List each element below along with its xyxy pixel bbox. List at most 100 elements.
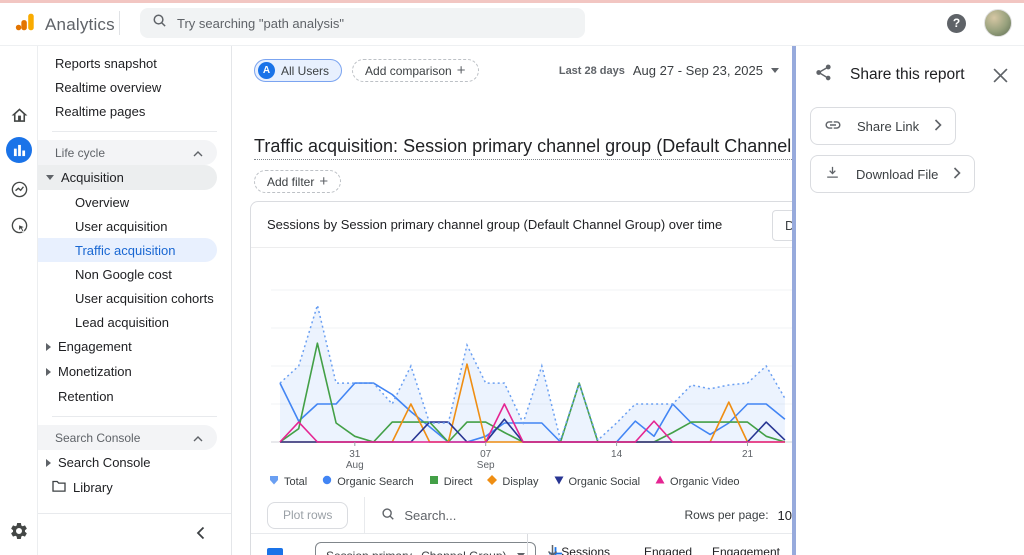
table-search-placeholder: Search... [404,507,457,523]
sidebar-item-traffic-acquisition[interactable]: Traffic acquisition [38,238,217,262]
caret-down-icon [46,175,54,180]
sidebar-item-monetization[interactable]: Monetization [38,359,231,384]
all-users-chip[interactable]: A All Users [254,59,343,82]
link-icon [824,116,842,137]
sidebar-item-non-google-cost[interactable]: Non Google cost [38,262,231,286]
caret-right-icon [46,367,51,376]
advertising-icon[interactable] [8,214,30,236]
sidebar-item-label: Overview [75,194,130,210]
sidebar-item-life-cycle[interactable]: Life cycle [38,140,217,165]
svg-text:31: 31 [349,449,361,460]
sidebar-item-retention[interactable]: Retention [38,384,231,408]
sidebar-footer [38,513,231,555]
report-main: A All Users Add comparison + Last 28 day… [232,46,795,555]
sidebar-item-label: Lead acquisition [75,314,169,330]
sidebar-item-label: Acquisition [61,170,124,185]
home-icon[interactable] [8,104,30,126]
legend-item-organic-video[interactable]: Organic Video [655,475,740,488]
close-icon[interactable] [993,67,1008,83]
rows-per-page-value: 10 [777,507,792,523]
sidebar-item-reports-snapshot[interactable]: Reports snapshot [38,51,231,75]
triangle-up-icon [655,475,665,488]
column-header-label: Sessions [561,545,610,555]
legend-item-organic-social[interactable]: Organic Social [554,475,640,488]
segment-avatar: A [258,62,275,79]
sidebar-item-acquisition[interactable]: Acquisition [38,165,217,190]
select-all-checkbox[interactable] [267,547,283,555]
rows-per-page-label: Rows per page: [684,508,769,522]
sidebar-item-library[interactable]: Library [38,475,231,500]
chevron-up-icon [193,146,203,160]
sidebar-item-search-console[interactable]: Search Console [38,425,217,450]
circle-icon [322,475,332,488]
plot-rows-button[interactable]: Plot rows [267,501,349,529]
search-icon [381,507,395,524]
svg-text:07: 07 [480,449,492,460]
plus-icon: + [319,173,329,190]
scrollbar[interactable] [792,46,796,555]
column-header-engagement-rate[interactable]: Engagement rate [692,544,780,555]
sidebar-item-search-console[interactable]: Search Console [38,450,231,475]
all-users-label: All Users [281,63,330,78]
legend-item-direct[interactable]: Direct [429,475,472,488]
share-icon [814,63,833,87]
caret-right-icon [46,342,51,351]
sidebar-item-label: Library [73,480,113,495]
sidebar-item-label: Non Google cost [75,266,172,282]
svg-text:21: 21 [742,449,754,460]
column-header-sessions[interactable]: Sessions [528,544,610,555]
sidebar-item-engagement[interactable]: Engagement [38,334,231,359]
add-filter-button[interactable]: Add filter + [254,170,342,193]
user-avatar[interactable] [984,9,1012,37]
chevron-up-icon [193,431,203,445]
legend-item-total[interactable]: Total [269,475,307,488]
global-search-input[interactable]: Try searching "path analysis" [140,8,585,38]
dimension-dropdown[interactable]: Session primary...Channel Group) [315,542,536,555]
table-search-input[interactable]: Search... [381,507,684,524]
sidebar-item-user-acquisition[interactable]: User acquisition [38,214,231,238]
rows-per-page-select[interactable]: Rows per page: 10 [684,508,795,523]
reports-icon[interactable] [6,137,32,163]
sidebar-item-label: Traffic acquisition [75,242,176,258]
settings-gear-icon[interactable] [9,521,29,541]
legend-item-organic-search[interactable]: Organic Search [322,475,414,488]
sidebar-divider [52,131,217,132]
sidebar-item-label: Search Console [58,455,151,470]
sidebar-item-user-acquisition-cohorts[interactable]: User acquisition cohorts [38,286,231,310]
sidebar-item-label: Retention [58,388,114,404]
sidebar-item-lead-acquisition[interactable]: Lead acquisition [38,310,231,334]
share-panel: Share this report Share Link Download Fil… [796,46,1024,555]
metric-columns: Sessions Engaged sessions Engagement rate [527,534,795,555]
folder-icon [52,480,66,495]
page-title: Traffic acquisition: Session primary cha… [254,136,795,160]
add-comparison-button[interactable]: Add comparison + [352,59,479,82]
sidebar-item-realtime-overview[interactable]: Realtime overview [38,75,231,99]
chevron-right-icon [953,166,962,182]
caret-right-icon [46,458,51,467]
granularity-dropdown[interactable]: Da [772,210,795,241]
sidebar-item-label: Reports snapshot [55,55,157,71]
plus-icon: + [456,62,466,79]
analytics-logo[interactable]: Analytics [14,11,115,38]
pentagon-icon [269,475,279,488]
share-link-button[interactable]: Share Link [810,107,957,145]
help-icon[interactable]: ? [947,13,966,33]
column-header-engaged-sessions[interactable]: Engaged sessions [610,544,692,555]
explore-icon[interactable] [8,178,30,200]
legend-label: Display [502,475,539,488]
sessions-chart[interactable]: 31 Aug 07 Sep 14 21 [271,256,795,471]
legend-item-display[interactable]: Display [487,475,539,488]
sidebar-item-realtime-pages[interactable]: Realtime pages [38,99,231,123]
column-header-label: Engaged sessions [643,545,692,555]
download-icon [824,164,841,184]
triangle-down-icon [554,475,564,488]
sidebar-divider [52,416,217,417]
date-range-picker[interactable]: Last 28 days Aug 27 - Sep 23, 2025 [559,63,779,78]
date-range-value: Aug 27 - Sep 23, 2025 [632,63,763,78]
square-icon [429,475,439,488]
chevron-down-icon [771,68,779,73]
sidebar-item-overview[interactable]: Overview [38,190,231,214]
download-file-button[interactable]: Download File [810,155,976,193]
sidebar-item-label: User acquisition cohorts [75,290,214,306]
collapse-sidebar-icon[interactable] [196,526,205,545]
